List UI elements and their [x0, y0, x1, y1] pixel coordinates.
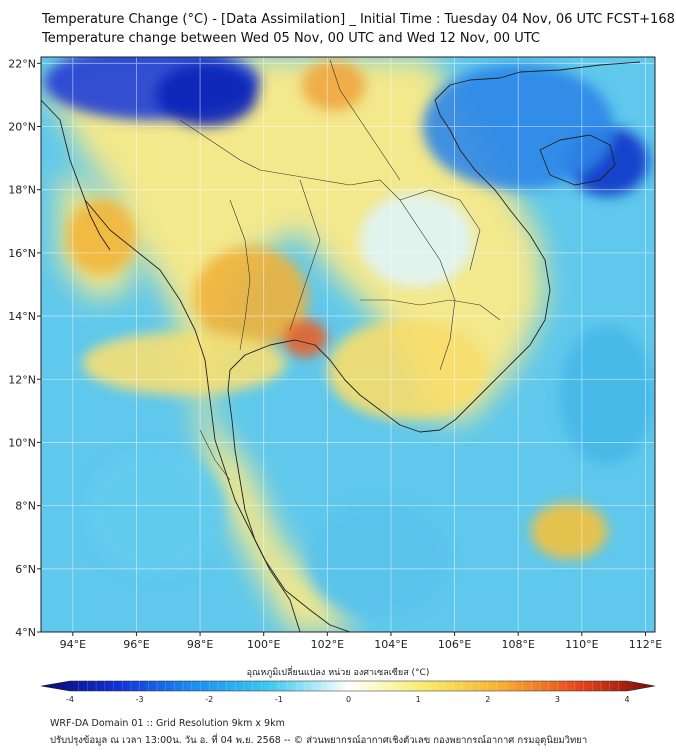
- lon-tick-label: 104°E: [374, 638, 407, 651]
- lon-tick-label: 106°E: [438, 638, 471, 651]
- field-blob-12: [559, 325, 655, 465]
- colorbar-tick-label: -4: [66, 695, 74, 704]
- map-grid: [41, 57, 655, 632]
- lon-tick-label: 112°E: [629, 638, 662, 651]
- colorbar: -4 -3 -2 -1 0 1 2 3 4: [40, 680, 656, 704]
- colorbar-bar: [40, 680, 656, 692]
- colorbar-ticks: -4 -3 -2 -1 0 1 2 3 4: [66, 681, 630, 704]
- colorbar-tick-label: 1: [416, 695, 421, 704]
- lon-tick-label: 96°E: [123, 638, 149, 651]
- map-plot-area: [41, 57, 655, 632]
- field-blob-1: [155, 63, 258, 127]
- coastlines: [41, 61, 641, 632]
- field-blob-14: [82, 331, 286, 396]
- colorbar-tick-label: -2: [205, 695, 213, 704]
- lat-tick-label: 20°N: [8, 121, 36, 134]
- field-blob-10: [308, 502, 449, 617]
- lat-tick-label: 6°N: [15, 563, 36, 576]
- lat-tick-label: 18°N: [8, 184, 36, 197]
- chart-subtitle: Temperature change between Wed 05 Nov, 0…: [42, 31, 540, 46]
- colorbar-tick-label: -1: [275, 695, 283, 704]
- lat-tick-label: 8°N: [15, 500, 36, 513]
- colorbar-tick-label: 2: [485, 695, 490, 704]
- lat-tick-label: 10°N: [8, 436, 36, 449]
- lon-tick-label: 100°E: [247, 638, 280, 651]
- lat-tick-label: 14°N: [8, 310, 36, 323]
- footer-model-info: WRF-DA Domain 01 :: Grid Resolution 9km …: [50, 718, 285, 729]
- lon-tick-label: 98°E: [187, 638, 213, 651]
- colorbar-tick-label: 0: [346, 695, 351, 704]
- field-blob-7: [301, 60, 366, 111]
- field-blob-6: [282, 319, 328, 358]
- lat-tick-label: 22°N: [8, 57, 36, 70]
- latitude-tick-labels: 4°N 6°N 8°N 10°N 12°N 14°N 16°N 18°N 20°N 22°N: [8, 57, 41, 639]
- map-frame: [40, 56, 656, 633]
- lat-tick-label: 12°N: [8, 373, 36, 386]
- lat-tick-label: 16°N: [8, 247, 36, 260]
- lon-tick-label: 102°E: [311, 638, 344, 651]
- field-blob-8: [530, 502, 608, 560]
- field-blob-13: [327, 319, 487, 421]
- country-borders: [179, 59, 501, 481]
- colorbar-tick-label: 3: [555, 695, 560, 704]
- field-blob-11: [85, 448, 226, 576]
- lon-tick-label: 108°E: [501, 638, 534, 651]
- field-blob-9: [359, 192, 474, 288]
- longitude-tick-labels: 94°E 96°E 98°E 100°E 102°E 104°E 106°E 108°E 110…: [60, 632, 662, 651]
- lon-tick-label: 94°E: [60, 638, 86, 651]
- colorbar-tick-label: -3: [136, 695, 144, 704]
- field-blob-5: [193, 246, 309, 348]
- lon-tick-label: 110°E: [565, 638, 598, 651]
- footer-credit: ปรับปรุงข้อมูล ณ เวลา 13:00น. วัน อ. ที่…: [50, 735, 588, 746]
- chart-title: Temperature Change (°C) - [Data Assimila…: [42, 12, 675, 27]
- colorbar-title: อุณหภูมิเปลี่ยนแปลง หน่วย องศาเซลเซียส (…: [246, 668, 430, 678]
- colorbar-tick-label: 4: [624, 695, 629, 704]
- lat-tick-label: 4°N: [15, 626, 36, 639]
